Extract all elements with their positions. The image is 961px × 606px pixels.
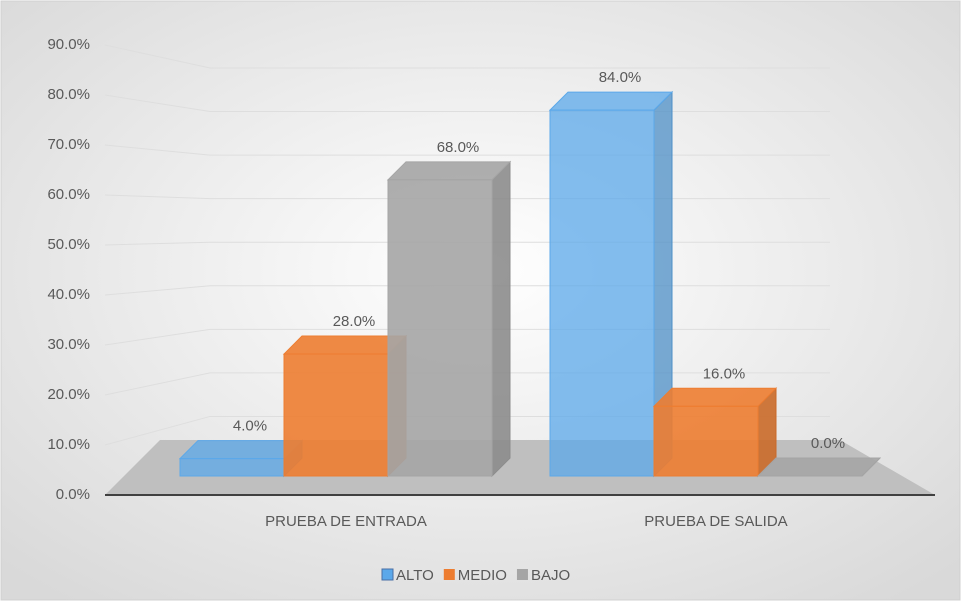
legend-label: MEDIO [458, 567, 507, 584]
y-tick-label: 10.0% [47, 436, 90, 453]
bar-side [491, 160, 511, 478]
legend-label: ALTO [396, 567, 434, 584]
data-label: 16.0% [703, 365, 746, 382]
data-label: 84.0% [599, 69, 642, 86]
legend-swatch [516, 569, 528, 580]
y-tick-label: 50.0% [47, 236, 90, 253]
grid-line [104, 44, 830, 69]
data-label: 4.0% [233, 418, 267, 435]
legend-swatch [381, 568, 394, 581]
y-tick-label: 30.0% [47, 336, 90, 353]
y-tick-label: 80.0% [47, 86, 90, 103]
x-tick-label: PRUEBA DE ENTRADA [265, 513, 427, 530]
bar [549, 109, 655, 477]
data-label: 0.0% [811, 435, 845, 452]
bar-top [386, 161, 512, 181]
y-tick-label: 0.0% [56, 486, 90, 503]
x-tick-label: PRUEBA DE SALIDA [644, 513, 787, 530]
bar [653, 405, 759, 477]
bar [283, 353, 389, 477]
data-label: 28.0% [333, 313, 376, 330]
bar-top [756, 457, 882, 477]
legend-label: BAJO [531, 567, 570, 584]
y-tick-label: 60.0% [47, 186, 90, 203]
bar [179, 458, 285, 477]
y-tick-label: 20.0% [47, 386, 90, 403]
legend-swatch [443, 569, 455, 580]
y-tick-label: 70.0% [47, 136, 90, 153]
bar-top [548, 91, 674, 111]
bar-top [652, 387, 778, 407]
data-label: 68.0% [437, 139, 480, 156]
y-tick-label: 90.0% [47, 36, 90, 53]
y-tick-label: 40.0% [47, 286, 90, 303]
bar [387, 179, 493, 477]
